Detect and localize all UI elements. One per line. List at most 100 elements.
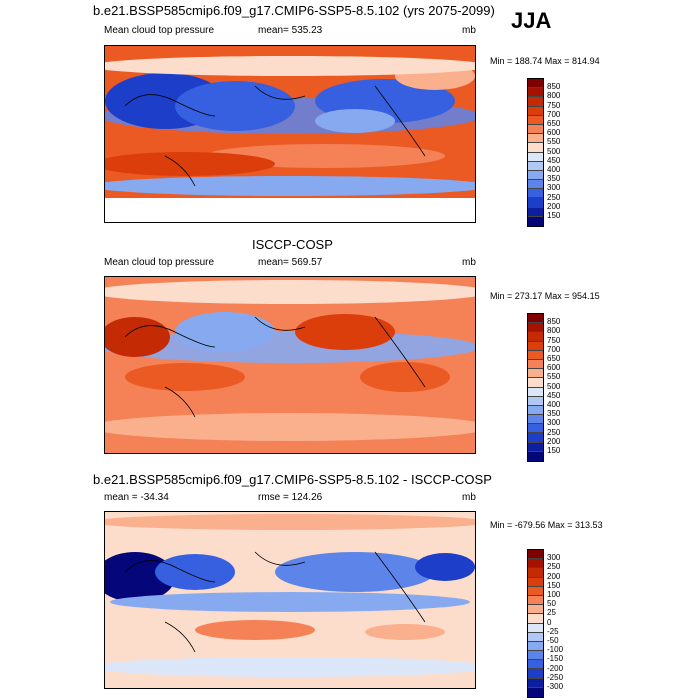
colorbar-tick-label: 500: [547, 146, 561, 156]
colorbar-segment: [528, 180, 543, 190]
colorbar-segment: [528, 332, 543, 342]
panel3-colorbar: [527, 549, 544, 698]
colorbar-segment: [528, 605, 543, 615]
colorbar-tick-label: 750: [547, 100, 561, 110]
colorbar-segment: [528, 396, 543, 406]
colorbar-tick-label: 550: [547, 372, 561, 382]
colorbar-segment: [528, 88, 543, 98]
colorbar-segment: [528, 152, 543, 162]
panel2-map: [104, 276, 476, 454]
colorbar-tick-label: 150: [547, 580, 561, 590]
colorbar-tick-label: -100: [547, 645, 564, 655]
colorbar-segment: [528, 207, 543, 217]
colorbar-segment: [528, 550, 543, 560]
colorbar-segment: [528, 170, 543, 181]
panel3-map-svg: [105, 512, 475, 688]
colorbar-tick-label: 250: [547, 562, 561, 572]
colorbar-segment: [528, 369, 543, 379]
colorbar-segment: [528, 595, 543, 606]
colorbar-segment: [528, 442, 543, 452]
panel3-map: [104, 511, 476, 689]
colorbar-tick-label: -150: [547, 654, 564, 664]
panel1-center-label: mean= 535.23: [258, 25, 323, 36]
colorbar-tick-label: 850: [547, 82, 561, 92]
panel2-map-svg: [105, 277, 475, 453]
colorbar-segment: [528, 632, 543, 642]
panel2-units: mb: [462, 257, 476, 268]
colorbar-tick-label: 350: [547, 409, 561, 419]
colorbar-segment: [528, 378, 543, 388]
colorbar-tick-label: 400: [547, 165, 561, 174]
colorbar-segment: [528, 143, 543, 153]
colorbar-tick-label: 300: [547, 418, 561, 428]
colorbar-tick-label: 500: [547, 381, 561, 391]
colorbar-tick-label: 600: [547, 363, 561, 373]
colorbar-tick-label: 850: [547, 317, 561, 327]
panel1-minmax: Min = 188.74 Max = 814.94: [490, 56, 600, 66]
panel1-map-svg: [105, 46, 475, 222]
panel3-title: b.e21.BSSP585cmip6.f09_g17.CMIP6-SSP5-8.…: [93, 472, 492, 487]
colorbar-tick-label: -200: [547, 663, 564, 673]
colorbar-tick-label: 800: [547, 91, 561, 101]
panel3-minmax: Min = -679.56 Max = 313.53: [490, 520, 603, 530]
colorbar-segment: [528, 314, 543, 324]
colorbar-tick-label: 300: [547, 183, 561, 193]
colorbar-tick-label: 800: [547, 326, 561, 336]
colorbar-tick-label: 450: [547, 390, 561, 400]
panel1-units: mb: [462, 25, 476, 36]
colorbar-segment: [528, 106, 543, 116]
colorbar-tick-label: 200: [547, 201, 561, 211]
colorbar-segment: [528, 359, 543, 370]
colorbar-segment: [528, 641, 543, 652]
colorbar-tick-label: -300: [547, 682, 564, 691]
colorbar-tick-label: 50: [547, 599, 556, 609]
colorbar-tick-label: 450: [547, 155, 561, 165]
colorbar-segment: [528, 189, 543, 199]
colorbar-segment: [528, 124, 543, 135]
panel1-colorbar: [527, 78, 544, 227]
colorbar-segment: [528, 387, 543, 397]
colorbar-tick-label: 200: [547, 436, 561, 446]
colorbar-segment: [528, 451, 543, 461]
colorbar-tick-label: 150: [547, 211, 561, 220]
panel1-map: [104, 45, 476, 223]
colorbar-segment: [528, 134, 543, 144]
colorbar-segment: [528, 115, 543, 125]
colorbar-tick-label: 350: [547, 174, 561, 184]
colorbar-segment: [528, 323, 543, 333]
colorbar-segment: [528, 678, 543, 688]
colorbar-segment: [528, 614, 543, 624]
colorbar-tick-label: 650: [547, 354, 561, 363]
panel1-title: b.e21.BSSP585cmip6.f09_g17.CMIP6-SSP5-8.…: [93, 3, 495, 18]
colorbar-tick-label: 400: [547, 400, 561, 409]
panel2-center-label: mean= 569.57: [258, 257, 323, 268]
colorbar-tick-label: 250: [547, 427, 561, 437]
colorbar-segment: [528, 559, 543, 569]
colorbar-segment: [528, 161, 543, 171]
colorbar-tick-label: 25: [547, 608, 556, 618]
season-label: JJA: [511, 8, 552, 33]
colorbar-tick-label: 300: [547, 553, 561, 563]
colorbar-segment: [528, 350, 543, 360]
colorbar-tick-label: -50: [547, 636, 559, 645]
colorbar-segment: [528, 341, 543, 351]
colorbar-tick-label: -250: [547, 672, 564, 682]
colorbar-segment: [528, 405, 543, 416]
colorbar-segment: [528, 433, 543, 443]
colorbar-segment: [528, 669, 543, 679]
colorbar-tick-label: -25: [547, 626, 559, 636]
colorbar-segment: [528, 198, 543, 208]
colorbar-tick-label: 700: [547, 109, 561, 119]
colorbar-segment: [528, 424, 543, 434]
colorbar-tick-label: 200: [547, 571, 561, 581]
colorbar-segment: [528, 577, 543, 587]
colorbar-tick-label: 750: [547, 335, 561, 345]
panel2-colorbar: [527, 313, 544, 462]
colorbar-segment: [528, 97, 543, 107]
panel1-left-label: Mean cloud top pressure: [104, 25, 215, 36]
colorbar-segment: [528, 623, 543, 633]
colorbar-segment: [528, 586, 543, 596]
colorbar-tick-label: 700: [547, 344, 561, 354]
colorbar-tick-label: 150: [547, 446, 561, 455]
colorbar-segment: [528, 687, 543, 697]
